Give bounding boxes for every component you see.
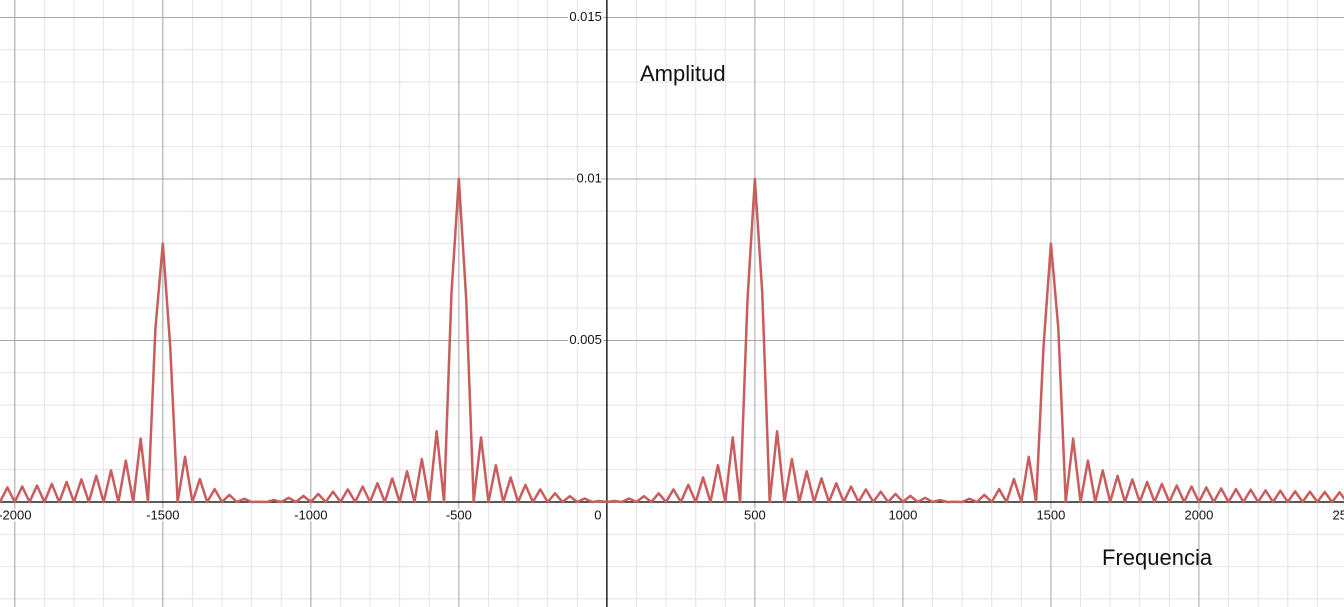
y-tick-label: 0.005: [569, 332, 602, 347]
curves: [0, 177, 1344, 504]
line-series: [0, 177, 1344, 504]
y-tick-label: 0.015: [569, 9, 602, 24]
x-tick-label: 1000: [888, 507, 917, 522]
x-tick-label: -1500: [146, 507, 179, 522]
y-axis-label: Amplitud: [640, 61, 726, 86]
x-axis-label: Frequencia: [1102, 545, 1213, 570]
x-tick-label: 500: [744, 507, 766, 522]
y-tick-label: 0.01: [577, 170, 602, 185]
x-tick-label: -2000: [0, 507, 31, 522]
tick-labels: -2000 -1500 -1000 -500 0 500 1000 1500 2000 2500 0…: [0, 7, 1344, 525]
x-tick-label: 2000: [1184, 507, 1213, 522]
x-tick-label: 2500: [1332, 507, 1344, 522]
x-tick-label: -500: [446, 507, 472, 522]
x-tick-label: -1000: [294, 507, 327, 522]
x-tick-label: 0: [594, 507, 601, 522]
x-tick-label: 1500: [1036, 507, 1065, 522]
